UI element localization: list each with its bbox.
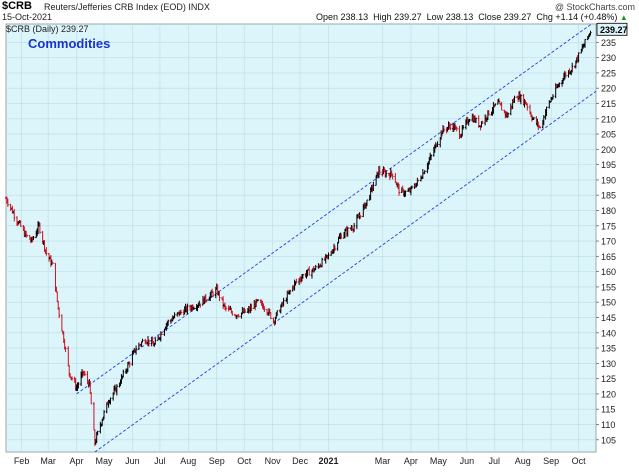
y-tick-label: 120: [601, 389, 616, 399]
y-tick-label: 180: [601, 206, 616, 216]
x-tick-label: Jul: [154, 456, 166, 466]
y-tick-label: 170: [601, 237, 616, 247]
x-tick-label: Aug: [180, 456, 196, 466]
close-label: Close: [478, 12, 502, 22]
y-tick-label: 225: [601, 68, 616, 78]
y-tick-label: 155: [601, 282, 616, 292]
open-value: 238.13: [340, 12, 369, 22]
channel-upper-line: [76, 23, 592, 395]
quote-summary: Open 238.13 High 239.27 Low 238.13 Close…: [316, 12, 628, 23]
y-tick-label: 165: [601, 252, 616, 262]
y-tick-label: 215: [601, 99, 616, 109]
channel-lower-line: [94, 90, 597, 453]
x-tick-label: Jul: [489, 456, 501, 466]
high-label: High: [373, 12, 392, 22]
quote-date: 15-Oct-2021: [2, 12, 53, 22]
header-row-2: 15-Oct-2021 Open 238.13 High 239.27 Low …: [0, 12, 639, 24]
y-tick-label: 125: [601, 374, 616, 384]
close-value: 239.27: [503, 12, 532, 22]
y-tick-label: 185: [601, 191, 616, 201]
x-tick-label: Jun: [460, 456, 475, 466]
plot-background: [5, 23, 597, 453]
y-tick-label: 135: [601, 344, 616, 354]
chg-label: Chg: [536, 12, 553, 22]
series-legend: $CRB (Daily) 239.27: [6, 24, 89, 34]
x-tick-label: Apr: [404, 456, 418, 466]
low-label: Low: [426, 12, 444, 22]
y-tick-label: 175: [601, 221, 616, 231]
chart-title: Commodities: [28, 36, 110, 51]
chg-value: +1.14 (+0.48%): [555, 12, 618, 22]
x-tick-label: May: [96, 456, 114, 466]
x-tick-label: Feb: [14, 456, 30, 466]
y-tick-label: 160: [601, 267, 616, 277]
x-tick-label: 2021: [318, 456, 338, 466]
y-tick-label: 230: [601, 53, 616, 63]
x-tick-label: Mar: [375, 456, 391, 466]
high-value: 239.27: [394, 12, 422, 22]
y-tick-label: 210: [601, 114, 616, 124]
y-tick-label: 130: [601, 359, 616, 369]
y-tick-label: 115: [601, 405, 615, 415]
x-tick-label: Jun: [125, 456, 140, 466]
y-tick-label: 220: [601, 84, 616, 94]
symbol-name: Reuters/Jefferies CRB Index (EOD) INDX: [44, 2, 210, 12]
x-tick-label: May: [430, 456, 448, 466]
y-tick-label: 110: [601, 420, 615, 430]
y-tick-label: 195: [601, 160, 616, 170]
last-price-box: [596, 22, 628, 36]
site-credit: @ StockCharts.com: [554, 2, 635, 12]
header-row-1: $CRB Reuters/Jefferies CRB Index (EOD) I…: [0, 1, 639, 13]
x-tick-label: Apr: [70, 456, 84, 466]
symbol: $CRB: [2, 0, 32, 12]
y-tick-label: 200: [601, 145, 616, 155]
x-tick-label: Aug: [515, 456, 531, 466]
x-tick-label: Mar: [40, 456, 56, 466]
x-axis: Feb Mar Apr May Jun Jul Aug Sep Oct Nov Dec 2021 Mar…: [14, 456, 586, 466]
x-tick-label: Oct: [237, 456, 252, 466]
trend-channel: [76, 23, 597, 453]
x-tick-label: Dec: [292, 456, 309, 466]
x-tick-label: Sep: [209, 456, 225, 466]
x-tick-label: Oct: [572, 456, 587, 466]
x-tick-label: Nov: [265, 456, 282, 466]
y-tick-label: 150: [601, 298, 616, 308]
y-tick-label: 190: [601, 175, 616, 185]
y-tick-label: 145: [601, 313, 616, 323]
price-bars: [5, 30, 592, 446]
chg-up-arrow-icon: ▲: [619, 13, 628, 22]
low-value: 238.13: [445, 12, 474, 22]
y-axis: 105 110 115 120 125 130 135 140 145 150 155 160 165 1…: [596, 22, 628, 445]
y-tick-label: 105: [601, 435, 616, 445]
grid: [6, 24, 596, 452]
x-tick-label: Sep: [543, 456, 559, 466]
y-tick-label: 235: [601, 38, 616, 48]
y-tick-label: 205: [601, 130, 616, 140]
open-label: Open: [316, 12, 339, 22]
last-price-label: 239.27: [600, 25, 628, 35]
y-tick-label: 140: [601, 328, 616, 338]
